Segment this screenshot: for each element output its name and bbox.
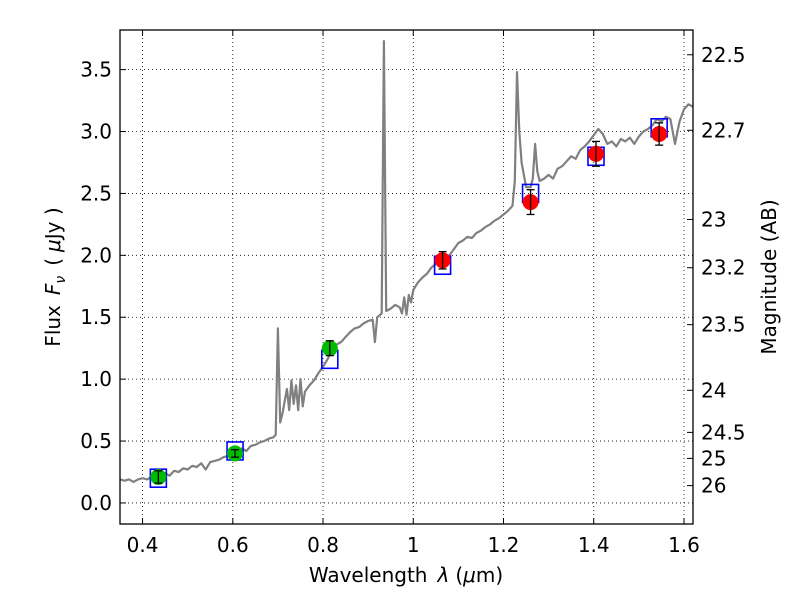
y-tick-label: 2.0: [80, 243, 112, 267]
y-tick-label: 0.0: [80, 491, 112, 515]
y-tick-label: 2.5: [80, 181, 112, 205]
x-axis-label: Wavelength λ (μm): [309, 563, 503, 587]
y-tick-label: 1.0: [80, 367, 112, 391]
y-axis-label: FluxFν(μJy ): [41, 207, 69, 346]
y-tick-label: 3.5: [80, 58, 112, 82]
x-tick-label: 1: [407, 533, 420, 557]
y2-axis-label: Magnitude (AB): [757, 199, 781, 354]
y2-tick-label: 23.5: [701, 313, 746, 337]
y2-tick-label: 23: [701, 207, 726, 231]
ticks: 0.4 0.6 0.8 1 1.2 1.4 1.6 0.0 0.5 1.0 1.5 2.0 2.5 3.0…: [80, 30, 746, 557]
plot-frame: [119, 29, 694, 525]
x-tick-label: 1.6: [668, 533, 700, 557]
y-tick-label: 0.5: [80, 429, 112, 453]
y-tick-label: 1.5: [80, 305, 112, 329]
y-tick-label: 3.0: [80, 120, 112, 144]
x-tick-label: 0.8: [307, 533, 339, 557]
x-tick-label: 0.4: [127, 533, 159, 557]
y2-tick-label: 22.5: [701, 43, 746, 67]
x-tick-label: 0.6: [217, 533, 249, 557]
x-tick-label: 1.4: [578, 533, 610, 557]
x-tick-label: 1.2: [488, 533, 520, 557]
y2-tick-label: 22.7: [701, 118, 746, 142]
data-layer: [120, 40, 693, 488]
y2-tick-label: 25: [701, 446, 726, 470]
y2-tick-label: 24.5: [701, 420, 746, 444]
y2-tick-label: 26: [701, 474, 726, 498]
y2-tick-label: 23.2: [701, 256, 746, 280]
y2-tick-label: 24: [701, 378, 726, 402]
